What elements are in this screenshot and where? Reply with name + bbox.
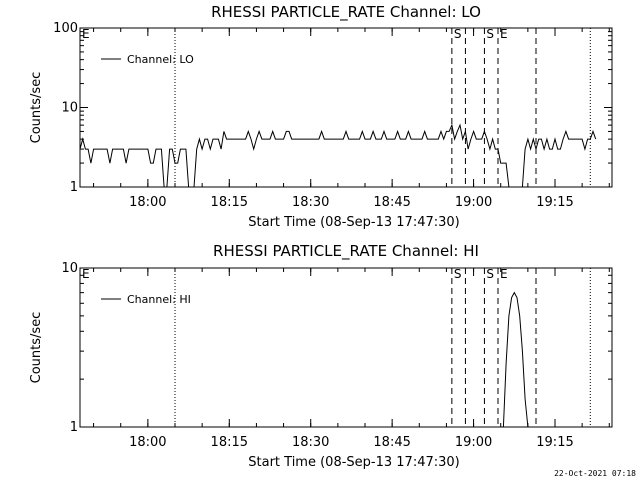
flag-label: E <box>82 27 90 41</box>
flag-label: S <box>486 267 494 281</box>
chart-panel-2: RHESSI PARTICLE_RATE Channel: HI Counts/s… <box>29 242 613 470</box>
series-line-channel-lo <box>79 123 597 188</box>
x-tick-label: 18:15 <box>211 195 248 210</box>
x-tick-label: 18:30 <box>292 435 329 450</box>
y-tick-label: 1 <box>70 420 78 435</box>
x-tick-label: 18:45 <box>373 435 410 450</box>
plot-frame <box>79 27 613 188</box>
x-tick-label: 19:15 <box>536 435 573 450</box>
y-tick-label: 1 <box>70 180 78 195</box>
y-tick-label: 10 <box>61 101 78 116</box>
flag-label: E <box>82 267 90 281</box>
x-tick-label: 19:15 <box>536 195 573 210</box>
y-axis-label: Counts/sec <box>29 312 44 384</box>
flag-label: E <box>500 27 508 41</box>
x-tick-label: 18:30 <box>292 195 329 210</box>
x-tick-label: 18:45 <box>373 195 410 210</box>
flag-label: E <box>500 267 508 281</box>
x-tick-label: 18:15 <box>211 435 248 450</box>
y-tick-label: 100 <box>53 21 78 36</box>
x-tick-label: 18:00 <box>129 435 166 450</box>
chart-title: RHESSI PARTICLE_RATE Channel: HI <box>213 242 479 261</box>
flag-label: S <box>454 267 462 281</box>
y-tick-label: 10 <box>61 261 78 276</box>
series-line-channel-hi <box>502 291 531 428</box>
legend-label: Channel: LO <box>127 53 194 66</box>
generation-timestamp: 22-Oct-2021 07:18 <box>554 469 636 478</box>
chart-title: RHESSI PARTICLE_RATE Channel: LO <box>211 3 481 22</box>
chart-panel-1: RHESSI PARTICLE_RATE Channel: LO Counts/s… <box>29 3 613 230</box>
y-axis-label: Counts/sec <box>29 72 44 144</box>
flag-label: S <box>454 27 462 41</box>
x-axis-label: Start Time (08-Sep-13 17:47:30) <box>248 455 459 470</box>
x-tick-label: 19:00 <box>455 195 492 210</box>
x-tick-label: 18:00 <box>129 195 166 210</box>
flag-label: S <box>486 27 494 41</box>
plot-frame <box>79 267 613 428</box>
x-axis-label: Start Time (08-Sep-13 17:47:30) <box>248 215 459 230</box>
legend-label: Channel: HI <box>127 293 191 306</box>
x-tick-label: 19:00 <box>455 435 492 450</box>
